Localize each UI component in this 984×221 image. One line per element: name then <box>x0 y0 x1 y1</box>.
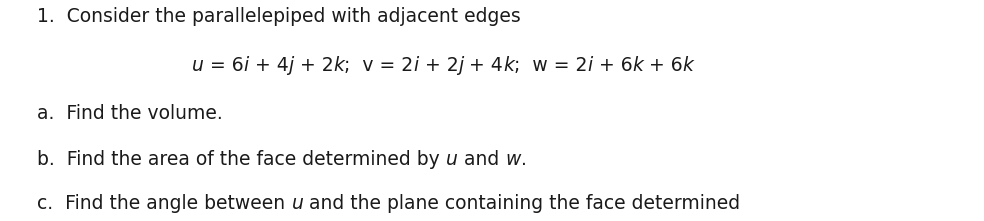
Text: + 4: + 4 <box>463 56 503 75</box>
Text: + 6: + 6 <box>644 56 683 75</box>
Text: b.  Find the area of the face determined by: b. Find the area of the face determined … <box>37 150 446 169</box>
Text: + 6: + 6 <box>592 56 633 75</box>
Text: c.  Find the angle between: c. Find the angle between <box>37 194 291 213</box>
Text: j: j <box>459 56 463 75</box>
Text: k: k <box>334 56 344 75</box>
Text: = 6: = 6 <box>204 56 243 75</box>
Text: ;  w = 2: ; w = 2 <box>514 56 587 75</box>
Text: i: i <box>413 56 418 75</box>
Text: a.  Find the volume.: a. Find the volume. <box>37 104 223 123</box>
Text: + 4: + 4 <box>249 56 288 75</box>
Text: i: i <box>587 56 592 75</box>
Text: k: k <box>503 56 514 75</box>
Text: u: u <box>291 194 303 213</box>
Text: u: u <box>192 56 204 75</box>
Text: i: i <box>243 56 249 75</box>
Text: and the plane containing the face determined: and the plane containing the face determ… <box>303 194 741 213</box>
Text: + 2: + 2 <box>418 56 459 75</box>
Text: w: w <box>505 150 521 169</box>
Text: k: k <box>683 56 694 75</box>
Text: u: u <box>446 150 458 169</box>
Text: ;  v = 2: ; v = 2 <box>344 56 413 75</box>
Text: 1.  Consider the parallelepiped with adjacent edges: 1. Consider the parallelepiped with adja… <box>37 7 522 26</box>
Text: .: . <box>521 150 526 169</box>
Text: and: and <box>458 150 505 169</box>
Text: j: j <box>288 56 293 75</box>
Text: k: k <box>633 56 644 75</box>
Text: + 2: + 2 <box>293 56 334 75</box>
